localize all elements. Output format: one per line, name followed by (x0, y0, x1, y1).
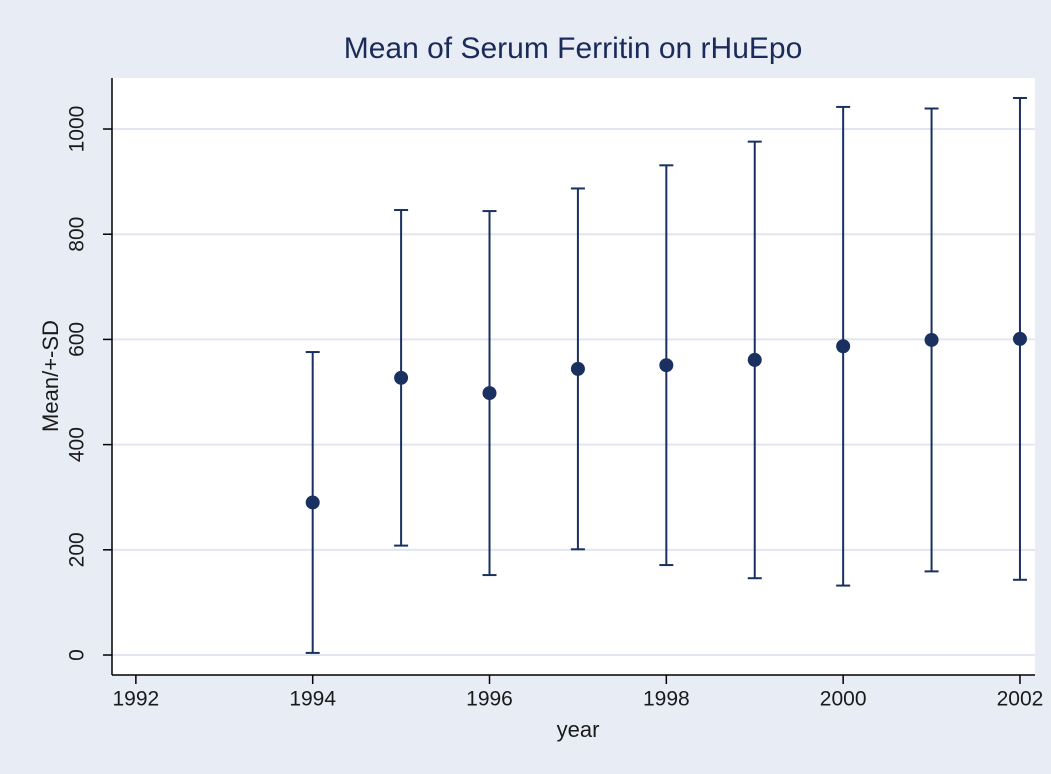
y-tick-label: 1000 (66, 106, 89, 153)
x-tick-label: 1998 (643, 688, 690, 711)
x-tick-label: 1992 (113, 688, 160, 711)
chart-title: Mean of Serum Ferritin on rHuEpo (344, 32, 803, 65)
x-tick-label: 1994 (289, 688, 336, 711)
mean-point (482, 386, 497, 401)
x-axis-label: year (557, 717, 600, 742)
plot-area (112, 78, 1035, 675)
mean-point (836, 339, 851, 354)
y-tick-label: 0 (66, 649, 89, 661)
y-tick-label: 600 (66, 322, 89, 357)
x-tick-label: 1996 (466, 688, 513, 711)
mean-point (659, 358, 674, 373)
mean-point (394, 370, 409, 385)
y-axis-label: Mean/+-SD (38, 320, 63, 432)
mean-point (305, 495, 320, 510)
x-tick-label: 2000 (820, 688, 867, 711)
mean-point (1012, 331, 1027, 346)
y-tick-label: 200 (66, 532, 89, 567)
x-tick-label: 2002 (997, 688, 1044, 711)
mean-point (570, 361, 585, 376)
mean-point (924, 332, 939, 347)
y-tick-label: 400 (66, 427, 89, 462)
y-tick-label: 800 (66, 217, 89, 252)
mean-point (747, 352, 762, 367)
